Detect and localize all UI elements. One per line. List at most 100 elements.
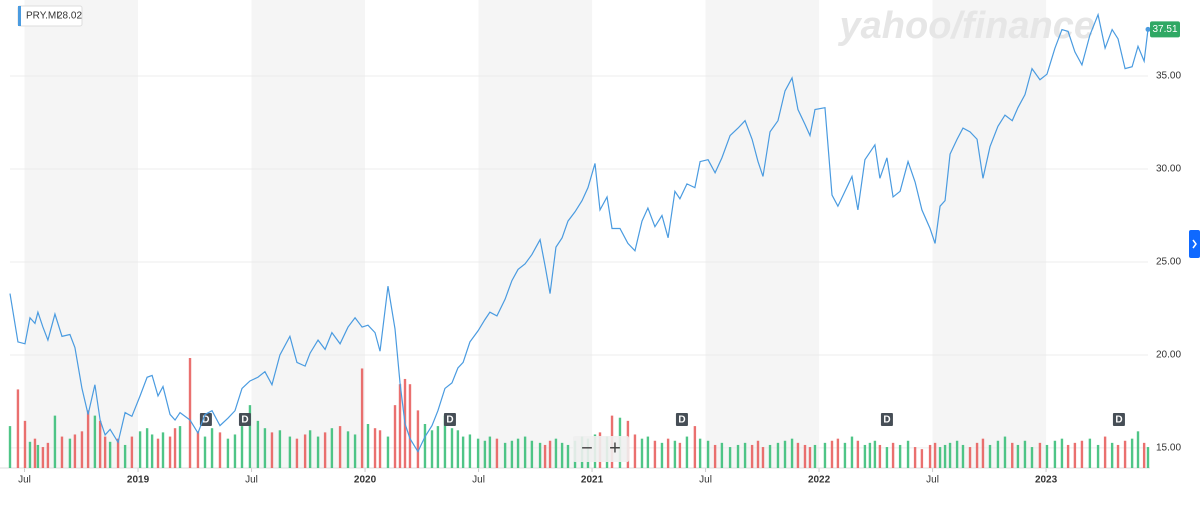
zoom-controls[interactable]: − + bbox=[573, 436, 629, 462]
zoom-out[interactable]: − bbox=[581, 437, 593, 459]
volume-bar bbox=[653, 440, 657, 468]
volume-bar bbox=[8, 426, 12, 468]
dividend-marker: D bbox=[880, 413, 893, 426]
volume-bar bbox=[468, 434, 472, 468]
volume-bar bbox=[548, 440, 552, 468]
volume-bar bbox=[830, 440, 834, 468]
volume-bar bbox=[1146, 447, 1150, 468]
volume-bar bbox=[408, 384, 412, 468]
period-band bbox=[705, 0, 820, 468]
dividend-marker: D bbox=[1112, 413, 1125, 426]
volume-bar bbox=[366, 424, 370, 468]
volume-bar bbox=[1130, 438, 1134, 468]
volume-bar bbox=[1116, 444, 1120, 468]
volume-bar bbox=[41, 447, 45, 468]
dividend-label: D bbox=[678, 415, 685, 426]
dividend-label: D bbox=[883, 415, 890, 426]
volume-bar bbox=[803, 444, 807, 468]
volume-bar bbox=[68, 438, 72, 468]
volume-bar bbox=[1030, 447, 1034, 468]
next-button[interactable] bbox=[1189, 230, 1200, 258]
volume-bar bbox=[1011, 442, 1014, 468]
price-line bbox=[9, 12, 1149, 453]
volume-bar bbox=[891, 442, 895, 468]
volume-bar bbox=[116, 438, 120, 468]
volume-bar bbox=[398, 384, 402, 468]
volume-bar bbox=[295, 438, 299, 468]
legend-swatch bbox=[18, 6, 21, 26]
y-tick-label: 25.00 bbox=[1156, 257, 1181, 268]
volume-bar bbox=[386, 436, 390, 468]
volume-bar bbox=[1003, 436, 1007, 468]
volume-bar bbox=[981, 438, 985, 468]
plot: 15.00 20.00 25.00 30.00 35.00 Jul 2019 Jul 2020 J… bbox=[0, 0, 1182, 486]
volume-bar bbox=[808, 447, 812, 468]
last-point bbox=[1145, 26, 1151, 32]
volume-bar bbox=[673, 440, 677, 468]
volume-bar bbox=[33, 438, 37, 468]
volume-bar bbox=[736, 444, 740, 468]
volume-bar bbox=[750, 444, 754, 468]
volume-bar bbox=[303, 434, 307, 468]
volume-bar bbox=[338, 426, 342, 468]
volume-bar bbox=[863, 444, 867, 468]
next-button-bg[interactable] bbox=[1189, 230, 1200, 258]
y-tick-label: 15.00 bbox=[1156, 443, 1181, 454]
y-tick-label: 20.00 bbox=[1156, 350, 1181, 361]
volume-bar bbox=[660, 442, 664, 468]
volume-bar bbox=[988, 444, 992, 468]
volume-bar bbox=[720, 442, 724, 468]
dividend-badge bbox=[238, 413, 251, 426]
x-tick-label: 2022 bbox=[808, 475, 831, 486]
volume-bar bbox=[1023, 440, 1027, 468]
volume-bar bbox=[796, 442, 800, 468]
dividend-badge bbox=[675, 413, 688, 426]
volume-bar bbox=[968, 447, 972, 468]
dividend-marker: D bbox=[443, 413, 456, 426]
zoom-bg[interactable] bbox=[573, 436, 629, 462]
dividend-marker: D bbox=[238, 413, 251, 426]
volume-bar bbox=[80, 431, 84, 468]
volume-bar bbox=[678, 442, 682, 468]
volume-bar bbox=[330, 428, 334, 468]
volume-bar bbox=[461, 436, 465, 468]
volume-bar bbox=[46, 442, 50, 468]
x-tick-label: Jul bbox=[245, 475, 258, 486]
zoom-in[interactable]: + bbox=[609, 437, 621, 459]
dividend-label: D bbox=[1115, 415, 1122, 426]
volume-bar bbox=[373, 428, 377, 468]
next-arrow[interactable] bbox=[1192, 239, 1197, 249]
volume-bar bbox=[23, 420, 27, 468]
volume-bar bbox=[928, 444, 932, 468]
volume-bar bbox=[1136, 431, 1140, 468]
volume-bar bbox=[53, 415, 57, 468]
dividend-marker: D bbox=[675, 413, 688, 426]
x-tick-label: Jul bbox=[699, 475, 712, 486]
volume-bar bbox=[813, 444, 817, 468]
volume-bar bbox=[93, 415, 97, 468]
watermark: yahoo/finance bbox=[838, 5, 1096, 47]
volume-bar bbox=[360, 368, 364, 468]
y-tick-label: 30.00 bbox=[1156, 164, 1181, 175]
volume-bar bbox=[476, 438, 480, 468]
volume-bar bbox=[1038, 442, 1042, 468]
volume-bar bbox=[1045, 444, 1049, 468]
volume-bar bbox=[393, 405, 397, 468]
volume-bar bbox=[316, 436, 320, 468]
x-tick-label: 2020 bbox=[354, 475, 377, 486]
volume-bar bbox=[955, 440, 959, 468]
volume-bar bbox=[856, 440, 860, 468]
volume-bar bbox=[240, 426, 244, 468]
volume-bar bbox=[60, 436, 64, 468]
volume-bar bbox=[538, 442, 542, 468]
volume-bar bbox=[1060, 438, 1064, 468]
y-tick-label: 35.00 bbox=[1156, 71, 1181, 82]
volume-bar bbox=[961, 444, 965, 468]
volume-bar bbox=[646, 436, 650, 468]
volume-bar bbox=[868, 442, 872, 468]
volume-bar bbox=[226, 438, 230, 468]
volume-bar bbox=[713, 444, 717, 468]
volume-bar bbox=[218, 432, 222, 468]
legend-name: PRY.MI bbox=[26, 11, 59, 22]
volume-bar bbox=[416, 410, 420, 468]
